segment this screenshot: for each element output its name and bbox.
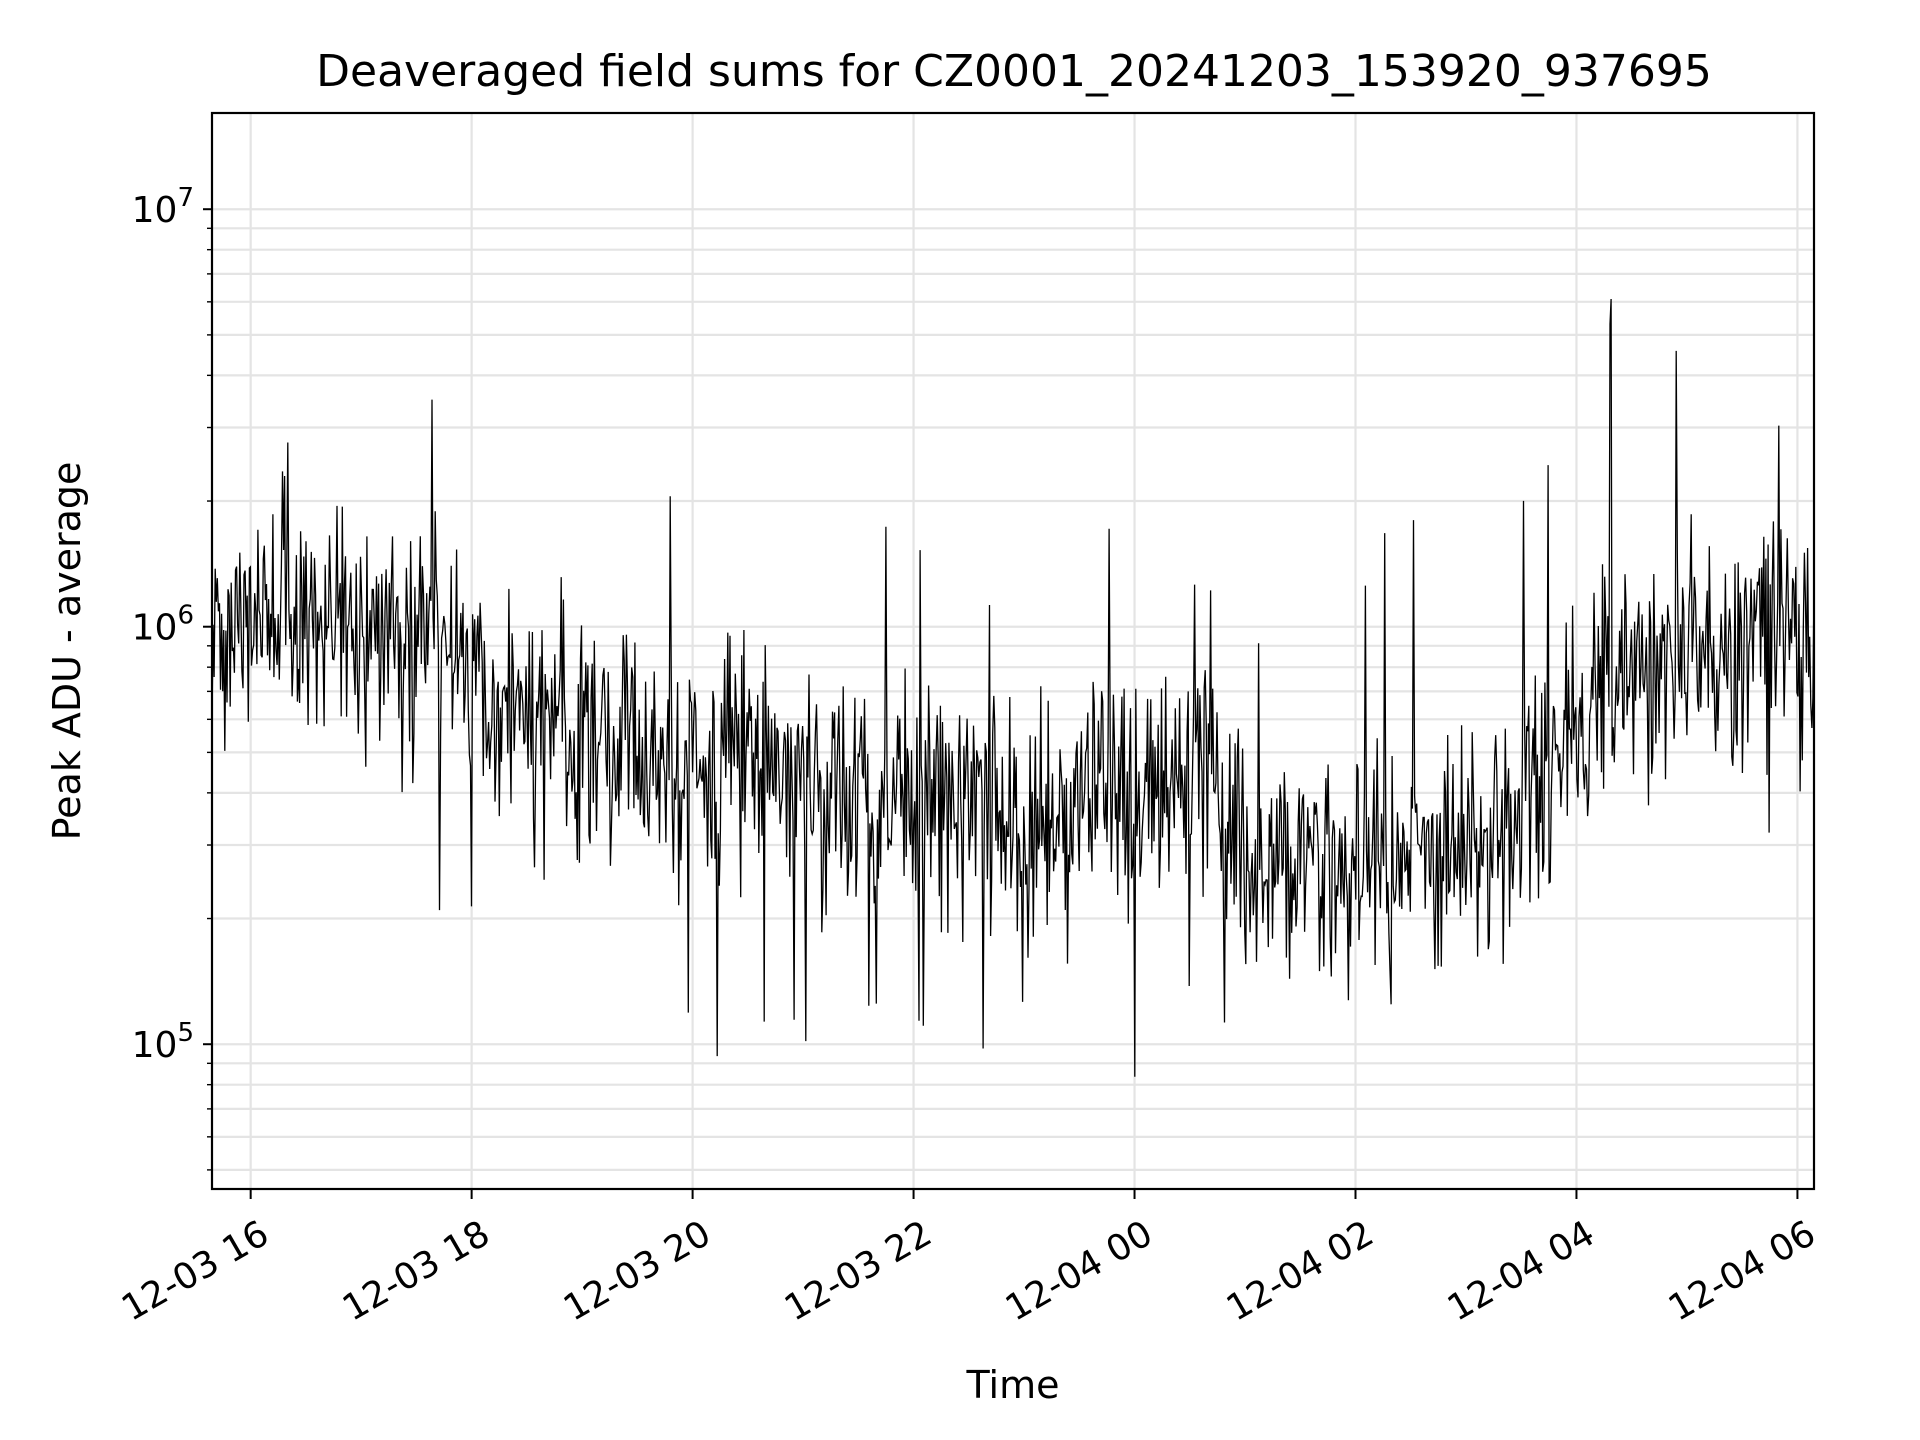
x-axis-label: Time: [966, 1363, 1060, 1407]
x-tick-label: 12-03 18: [336, 1213, 497, 1329]
x-tick-label: 12-03 20: [557, 1213, 718, 1329]
plot-frame: [210, 111, 1816, 1191]
y-axis-label: Peak ADU - average: [45, 462, 89, 841]
x-tick-label: 12-03 22: [778, 1213, 939, 1329]
x-tick-label: 12-04 04: [1441, 1213, 1602, 1329]
y-tick-label: 105: [132, 1018, 194, 1066]
series-line: [211, 298, 1815, 1077]
series-group: [211, 298, 1815, 1077]
x-tick-label: 12-04 02: [1220, 1213, 1381, 1329]
x-tick-label: 12-04 06: [1662, 1213, 1823, 1329]
y-tick-label: 106: [132, 601, 194, 649]
x-tick-label: 12-03 16: [115, 1213, 276, 1329]
x-tick-label: 12-04 00: [999, 1213, 1160, 1329]
chart-title: Deaveraged field sums for CZ0001_2024120…: [316, 46, 1712, 97]
y-tick-label: 107: [132, 183, 194, 231]
